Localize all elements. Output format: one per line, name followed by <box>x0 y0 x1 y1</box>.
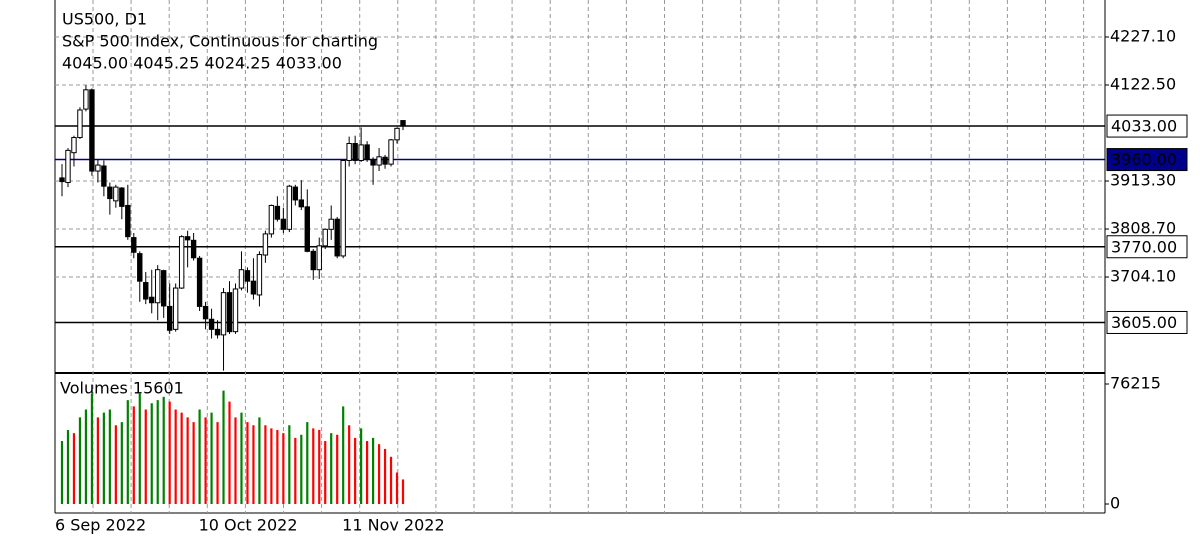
candle-body <box>155 269 161 304</box>
candle-body <box>143 282 149 300</box>
candle-body <box>400 120 406 127</box>
candle-body <box>274 205 281 220</box>
y-tick-label: 0 <box>1110 494 1120 513</box>
candle-body <box>161 270 167 307</box>
x-tick-label: 11 Nov 2022 <box>342 516 444 535</box>
candle-body <box>232 288 239 333</box>
price-label-box <box>1106 114 1188 138</box>
y-tick-label: 76215 <box>1110 374 1161 393</box>
candle-body <box>137 253 143 282</box>
candle-body <box>59 177 65 183</box>
candle-body <box>388 139 394 165</box>
candle-body <box>346 143 352 161</box>
candle-body <box>208 318 215 330</box>
candle-body <box>184 236 191 241</box>
price-label: 3960.00 <box>1111 150 1177 169</box>
candle-body <box>238 269 245 289</box>
candle-body <box>178 236 185 289</box>
candle-body <box>149 296 155 304</box>
candle-body <box>107 186 113 200</box>
price-label-box <box>1106 310 1188 334</box>
candle-body <box>358 144 364 161</box>
y-tick-label: 3808.70 <box>1110 218 1176 237</box>
price-label: 3605.00 <box>1111 313 1177 332</box>
candle-body <box>190 239 197 259</box>
candle-body <box>226 292 233 333</box>
y-tick-label: 4122.50 <box>1110 74 1176 93</box>
candle-body <box>364 144 370 161</box>
x-tick-label: 6 Sep 2022 <box>55 516 146 535</box>
price-label-box <box>1106 148 1188 172</box>
candle-body <box>394 127 400 141</box>
candle-body <box>113 186 119 202</box>
candle-body <box>292 186 299 201</box>
candle-body <box>83 89 89 110</box>
grid <box>55 0 1105 513</box>
candle-body <box>214 328 221 336</box>
candle-body <box>101 165 107 187</box>
y-tick-label: 3913.30 <box>1110 170 1176 189</box>
candle-body <box>125 204 131 238</box>
volume-title: Volumes 15601 <box>60 379 184 398</box>
ohlc: 4045.00 4045.25 4024.25 4033.00 <box>62 54 342 73</box>
candle-body <box>280 218 287 230</box>
candle-body <box>286 185 293 230</box>
candle-body <box>172 287 179 330</box>
candle-body <box>71 137 77 154</box>
candle-body <box>262 233 269 256</box>
candle-body <box>250 280 257 295</box>
candle-body <box>166 305 173 331</box>
y-tick-label: 3704.10 <box>1110 266 1176 285</box>
candle-body <box>95 164 101 172</box>
candle-body <box>382 156 388 165</box>
candle-body <box>316 245 322 271</box>
candle-body <box>65 149 71 184</box>
symbol: US500, D1 <box>62 10 147 29</box>
candle-body <box>77 109 83 139</box>
candle-body <box>220 292 227 336</box>
candle-body <box>196 257 203 307</box>
candle-body <box>304 206 310 252</box>
candle-body <box>131 237 137 253</box>
price-label: 3770.00 <box>1111 237 1177 256</box>
candle-body <box>202 305 209 320</box>
candle-body <box>298 199 304 208</box>
x-tick-label: 10 Oct 2022 <box>199 516 298 535</box>
price-label-box <box>1106 235 1188 259</box>
candle-body <box>310 250 316 271</box>
candle-body <box>370 159 376 166</box>
description: S&P 500 Index, Continuous for charting <box>62 32 378 51</box>
candle-body <box>334 218 340 257</box>
marks <box>55 85 1105 504</box>
candle-body <box>376 156 382 166</box>
candle-body <box>268 204 275 235</box>
candle-body <box>322 228 328 247</box>
y-tick-label: 4227.10 <box>1110 26 1176 45</box>
candle-body <box>119 187 125 207</box>
candle-body <box>244 270 251 282</box>
candle-body <box>89 89 95 172</box>
price-label: 4033.00 <box>1111 117 1177 136</box>
candle-body <box>328 218 334 230</box>
candle-body <box>340 159 346 257</box>
candle-body <box>256 254 263 296</box>
candle-body <box>352 143 358 161</box>
